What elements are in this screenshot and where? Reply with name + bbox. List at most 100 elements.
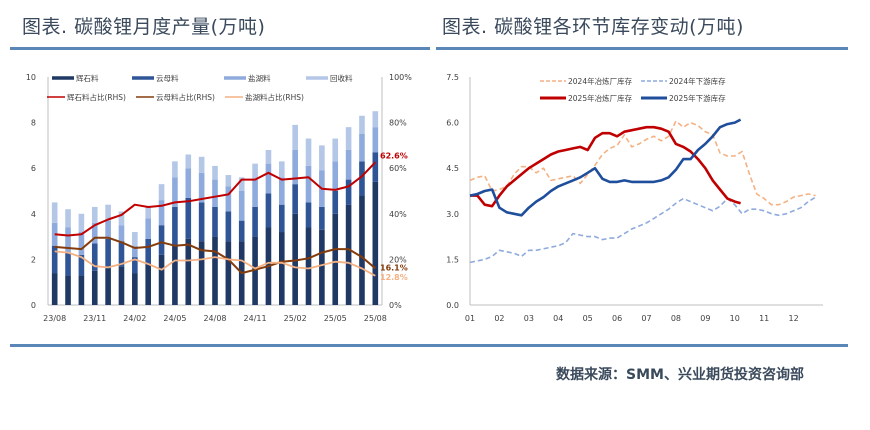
brine-share-line [54,250,376,277]
bar-segment-lepidolite [185,197,192,239]
bar-segment-spodumene [252,236,258,305]
x-tick-label: 01 [465,314,475,323]
right-y-tick-label: 20% [389,255,407,264]
lepidolite-share-line [54,236,376,275]
x-tick-label: 05 [583,314,593,323]
bar-segment-brine [212,179,218,207]
bar-segment-lepidolite [345,179,352,205]
bar-segment-lepidolite [78,254,85,276]
bar-segment-recycle [185,154,192,169]
bar-segment-lepidolite [332,191,339,214]
bar-segment-recycle [319,145,325,171]
bar-segment-recycle [359,115,365,134]
bar-segment-spodumene [292,213,298,305]
bar-segment-lepidolite [305,202,312,228]
smelter-2025-line [470,125,741,208]
left-y-tick-label: 4 [31,210,36,219]
bar-segment-brine [105,220,111,239]
bar-segment-spodumene [105,268,111,305]
bar-segment-recycle [238,177,245,191]
x-tick-label: 25/08 [364,314,387,323]
x-tick-label: 25/05 [324,314,347,323]
bar-segment-spodumene [305,227,312,305]
x-tick-label: 24/08 [203,314,226,323]
downstream-2025-line [469,118,742,217]
bar-segment-spodumene [185,238,192,305]
end-value-label: 12.8% [380,273,408,282]
bar-segment-lepidolite [198,202,205,242]
y-tick-label: 4.5 [446,164,459,173]
right-y-tick-label: 40% [389,210,407,219]
bottom-divider [10,344,848,347]
bar-segment-recycle [132,232,138,246]
bar-segment-recycle [345,127,352,150]
bar-segment-lepidolite [372,152,379,182]
bar-segment-lepidolite [105,238,111,269]
bar-segment-brine [118,225,125,242]
bar-segment-recycle [212,165,218,180]
bar-segment-recycle [278,161,285,178]
x-tick-label: 24/02 [123,314,146,323]
bar-segment-spodumene [78,275,85,305]
bar-segment-lepidolite [292,184,298,214]
bar-segment-lepidolite [225,211,232,242]
bar-segment-recycle [252,163,258,180]
end-value-label: 62.6% [380,151,408,160]
left-y-tick-label: 6 [31,164,36,173]
bar-segment-spodumene [359,195,365,305]
bar-segment-brine [145,218,152,239]
x-tick-label: 03 [524,314,534,323]
bar-segment-brine [372,127,379,153]
bar-segment-recycle [91,206,98,223]
bar-segment-recycle [172,161,178,178]
y-tick-label: 3.0 [446,210,459,219]
bar-segment-spodumene [91,270,98,305]
bar-segment-spodumene [225,241,232,305]
legend-label: 云母料占比(RHS) [156,92,215,102]
bar-segment-brine [158,200,165,226]
bar-segment-brine [198,172,205,203]
bar-segment-brine [265,163,272,194]
legend-label: 辉石料 [76,73,99,83]
bar-segment-brine [292,149,298,185]
bar-segment-recycle [372,111,379,128]
bar-segment-spodumene [118,266,125,305]
bar-segment-brine [185,168,192,198]
bar-segment-spodumene [212,236,218,305]
left-y-tick-label: 10 [26,73,36,82]
bar-segment-spodumene [372,181,379,305]
bar-segment-spodumene [172,245,178,305]
bar-segment-recycle [51,202,58,223]
bar-segment-recycle [265,149,272,164]
bar-segment-spodumene [198,241,205,305]
x-tick-label: 04 [553,314,563,323]
bar-segment-brine [78,232,85,255]
y-tick-label: 6.0 [446,119,459,128]
bar-segment-recycle [158,184,165,201]
bar-segment-recycle [118,211,125,226]
bar-segment-lepidolite [319,206,325,230]
x-tick-label: 23/11 [83,314,106,323]
legend-label: 2024年冶炼厂库存 [568,76,633,86]
bar-segment-brine [51,222,58,246]
spodumene-share-line [54,161,377,237]
bar-segment-lepidolite [91,243,98,271]
bar-segment-recycle [332,138,339,162]
left-title-divider [10,47,430,50]
left-y-tick-label: 0 [31,301,36,310]
end-value-label: 16.1% [380,263,408,272]
bar-segment-lepidolite [238,220,245,242]
x-tick-label: 11 [759,314,769,323]
bar-segment-brine [359,134,365,162]
bar-segment-spodumene [319,229,325,305]
bar-segment-recycle [78,213,85,233]
bar-segment-lepidolite [252,206,258,237]
y-tick-label: 0.0 [446,301,459,310]
bar-segment-lepidolite [145,238,152,264]
bar-segment-brine [172,177,178,207]
smelter-2024-line [469,120,816,206]
bar-segment-brine [132,245,138,258]
x-tick-label: 25/02 [284,314,307,323]
bar-segment-lepidolite [278,204,285,233]
